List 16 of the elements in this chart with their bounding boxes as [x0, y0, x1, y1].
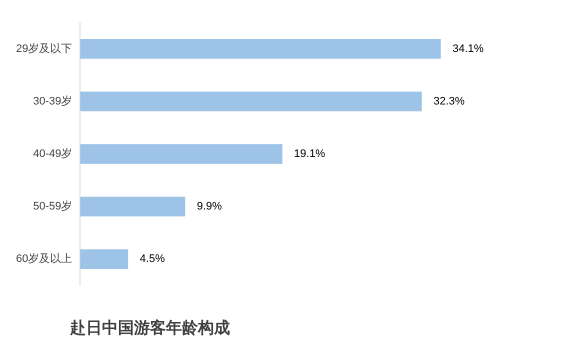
y-tick-label: 30-39岁: [33, 95, 72, 108]
bar: [80, 196, 186, 216]
data-label: 4.5%: [140, 253, 166, 266]
bar: [80, 39, 441, 59]
y-tick-label: 60岁及以上: [16, 252, 72, 266]
data-label: 34.1%: [452, 42, 484, 55]
text: 赴日中国游客年龄构成: [70, 318, 231, 339]
data-label: 32.3%: [433, 95, 465, 108]
data-label: 9.9%: [196, 200, 222, 213]
y-tick-label: 50-59岁: [33, 200, 72, 213]
bar: [80, 92, 422, 112]
bar: [80, 249, 128, 269]
data-label: 19.1%: [294, 148, 326, 160]
y-tick-label: 29岁及以下: [16, 42, 72, 55]
bar: [80, 144, 282, 164]
y-tick-label: 40-49岁: [33, 148, 72, 160]
